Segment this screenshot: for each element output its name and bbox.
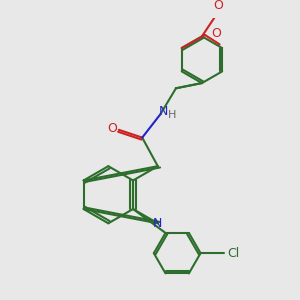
Text: N: N: [153, 217, 163, 230]
Text: O: O: [213, 0, 223, 12]
Text: H: H: [168, 110, 176, 120]
Text: Cl: Cl: [227, 247, 239, 260]
Text: O: O: [212, 28, 221, 40]
Text: O: O: [108, 122, 118, 135]
Text: N: N: [158, 105, 168, 118]
